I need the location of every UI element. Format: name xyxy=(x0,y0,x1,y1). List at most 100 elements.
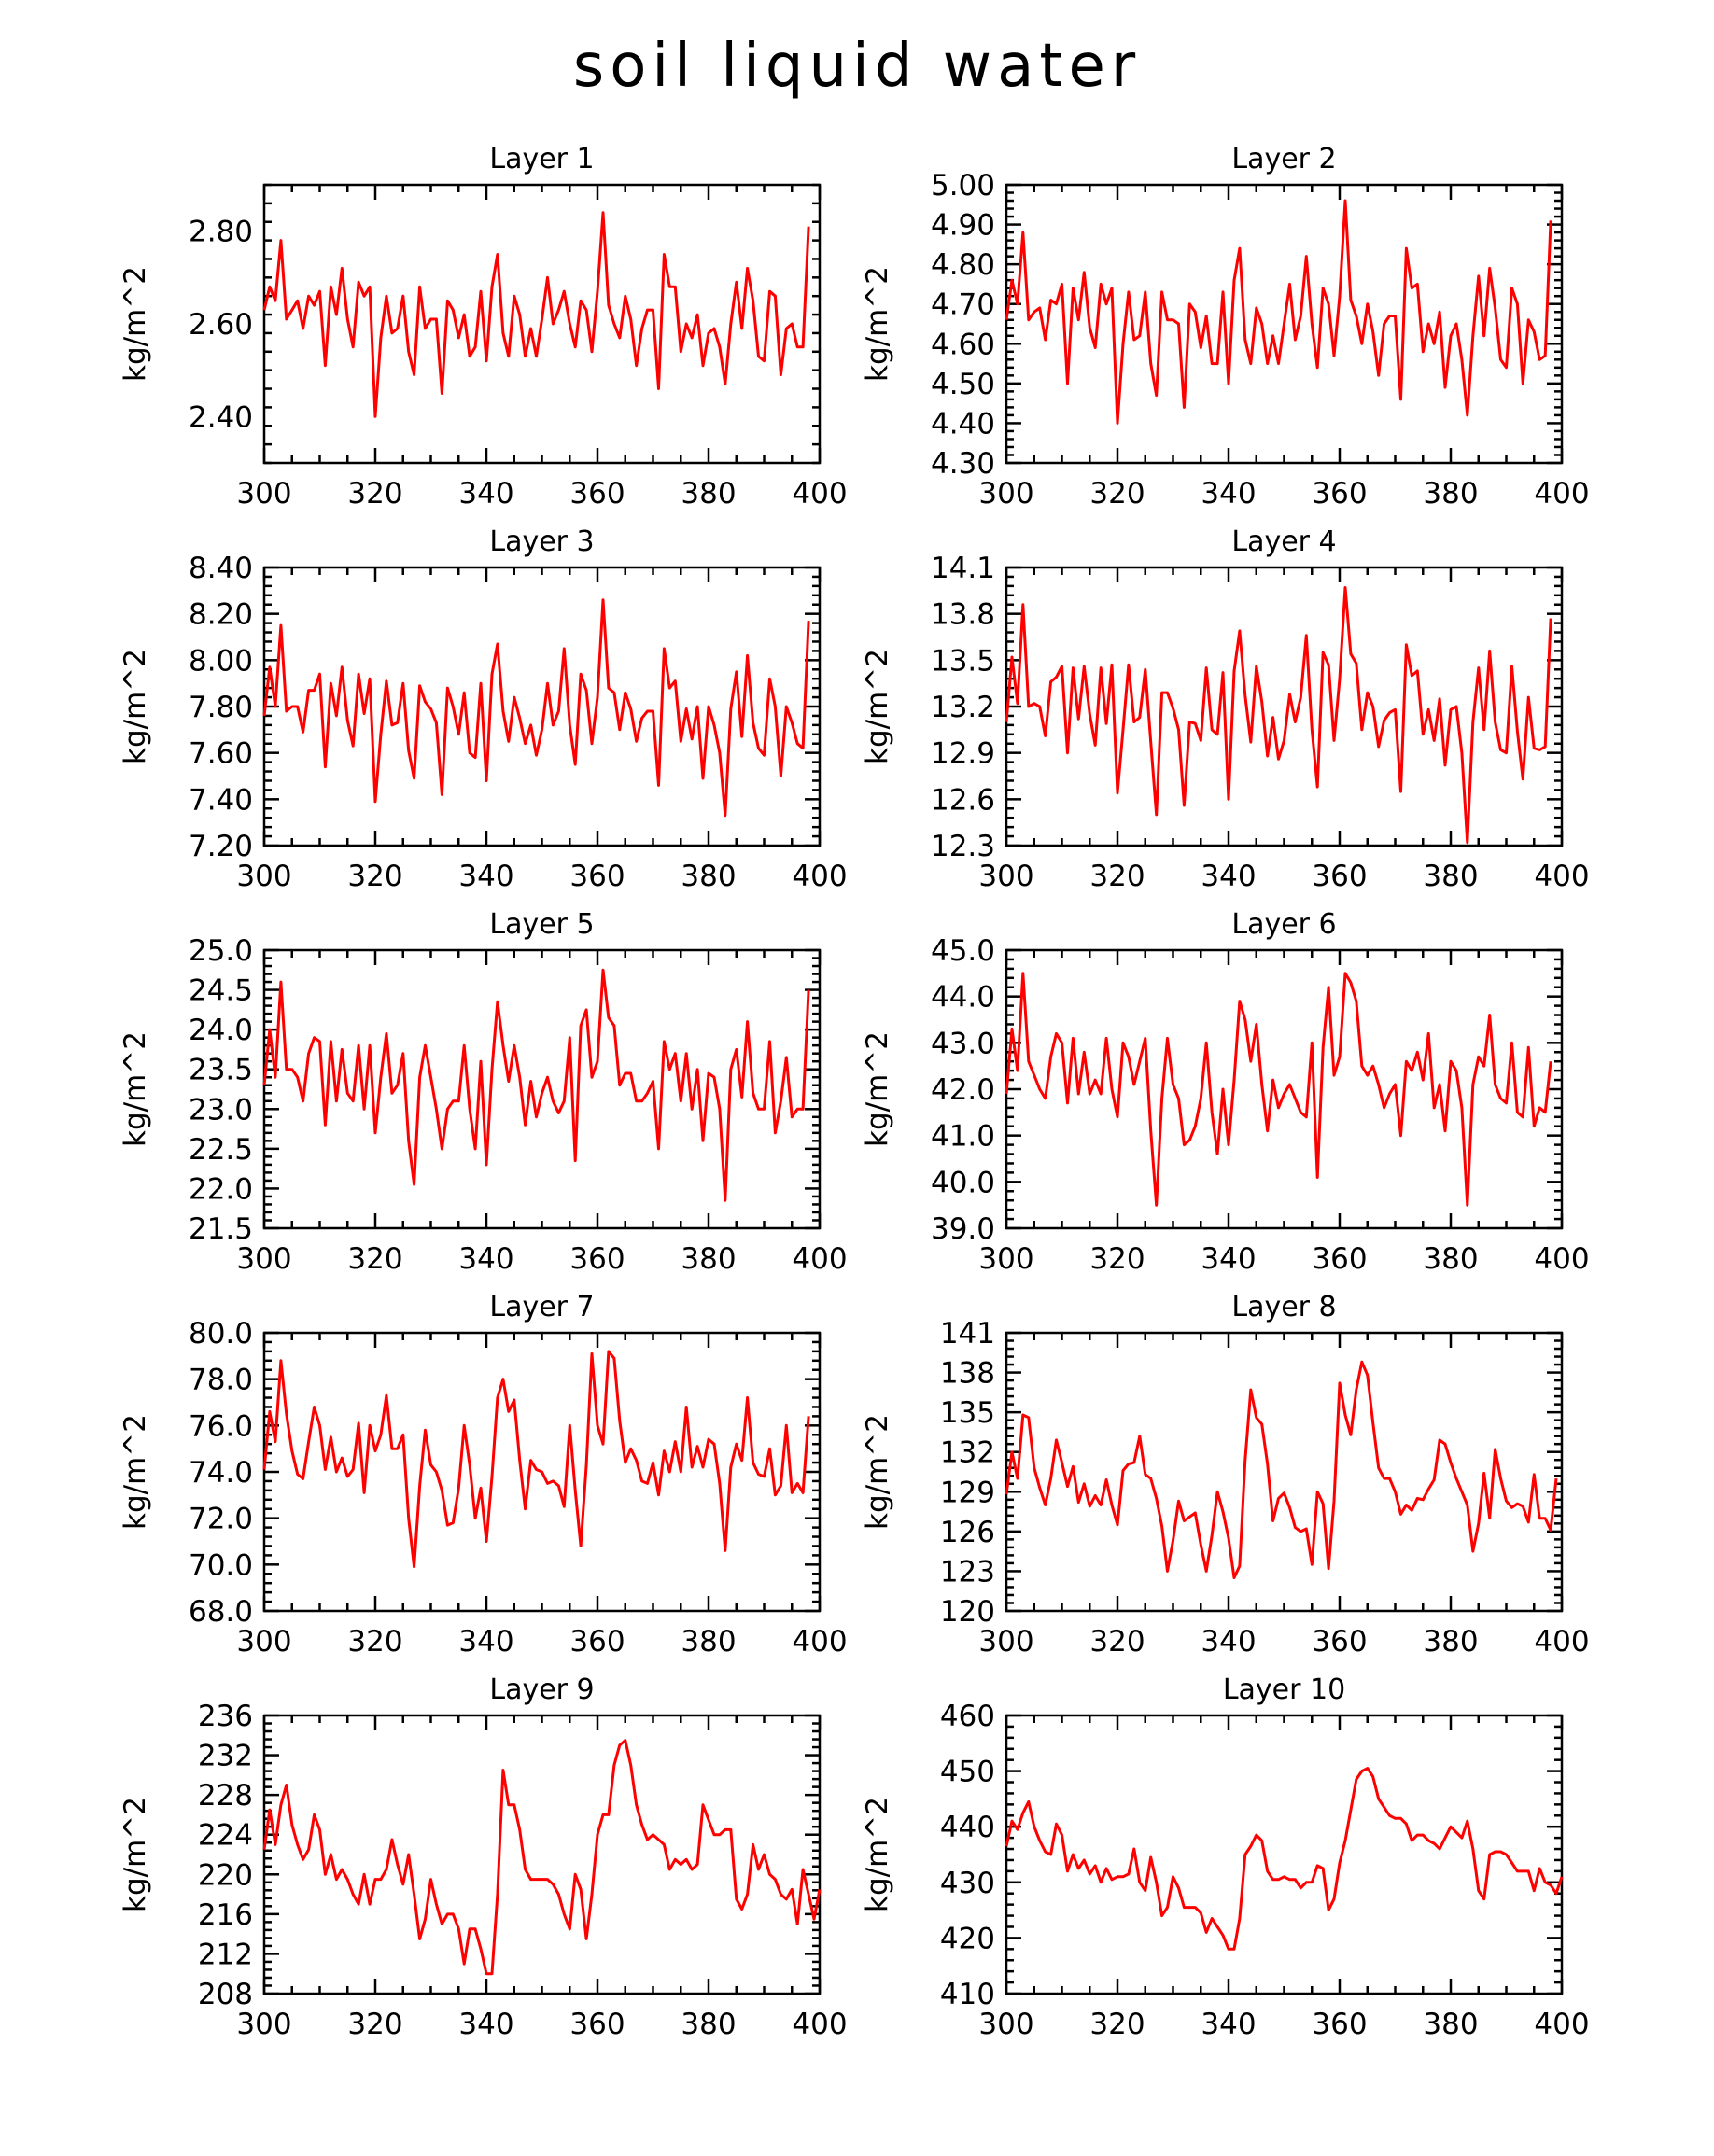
y-tick-label: 120 xyxy=(940,1595,995,1629)
y-tick-label: 212 xyxy=(198,1938,253,1971)
y-tick-label: 13.8 xyxy=(931,598,995,632)
x-tick-label: 360 xyxy=(569,2008,625,2041)
y-tick-label: 4.60 xyxy=(931,328,995,361)
y-tick-label: 410 xyxy=(940,1978,995,2011)
x-tick-label: 360 xyxy=(569,860,625,893)
y-tick-label: 23.0 xyxy=(189,1093,253,1127)
x-tick-label: 360 xyxy=(1312,1242,1367,1276)
x-tick-label: 300 xyxy=(236,477,291,511)
x-tick-label: 300 xyxy=(978,477,1033,511)
panel-title: Layer 4 xyxy=(1231,525,1336,558)
x-tick-label: 400 xyxy=(1534,860,1589,893)
y-tick-label: 7.80 xyxy=(189,691,253,724)
panel-title: Layer 6 xyxy=(1231,908,1336,941)
y-tick-label: 13.5 xyxy=(931,644,995,678)
y-tick-label: 7.20 xyxy=(189,830,253,863)
x-tick-label: 340 xyxy=(1201,860,1256,893)
y-tick-label: 216 xyxy=(198,1898,253,1932)
x-tick-label: 320 xyxy=(1089,860,1145,893)
x-tick-label: 300 xyxy=(978,1242,1033,1276)
chart-panel: Layer 5 300 320 340 360 380 400 21.5 22.0 22.5 23.… xyxy=(119,908,848,1276)
x-tick-label: 300 xyxy=(978,860,1033,893)
y-tick-label: 8.20 xyxy=(189,598,253,632)
y-tick-label: 76.0 xyxy=(189,1409,253,1443)
x-tick-label: 360 xyxy=(1312,860,1367,893)
x-tick-label: 400 xyxy=(1534,1625,1589,1659)
y-tick-label: 232 xyxy=(198,1740,253,1773)
panels: Layer 1 300 320 340 360 380 400 2.40 2.60 2.80 kg/… xyxy=(119,143,1590,2041)
series-line xyxy=(1005,1360,1558,1579)
y-tick-label: 40.0 xyxy=(931,1166,995,1199)
y-tick-label: 135 xyxy=(940,1396,995,1430)
x-tick-label: 380 xyxy=(1423,1625,1478,1659)
y-tick-label: 4.50 xyxy=(931,368,995,401)
x-tick-label: 300 xyxy=(236,860,291,893)
y-tick-label: 8.00 xyxy=(189,644,253,678)
chart-panel: Layer 8 300 320 340 360 380 400 120 123 126 129 132… xyxy=(861,1291,1590,1659)
chart-panel: Layer 10 300 320 340 360 380 400 410 420 430 440 45… xyxy=(861,1673,1590,2041)
series-line xyxy=(1005,972,1552,1207)
x-tick-label: 300 xyxy=(978,1625,1033,1659)
x-tick-label: 400 xyxy=(792,477,847,511)
y-tick-label: 12.6 xyxy=(931,783,995,817)
y-tick-label: 224 xyxy=(198,1819,253,1853)
y-tick-label: 430 xyxy=(940,1867,995,1900)
x-tick-label: 380 xyxy=(681,1242,736,1276)
x-tick-label: 400 xyxy=(1534,1242,1589,1276)
x-tick-label: 340 xyxy=(458,860,513,893)
series-line xyxy=(262,211,810,418)
x-tick-label: 360 xyxy=(569,1625,625,1659)
panel-title: Layer 3 xyxy=(489,525,594,558)
figure-title: soil liquid water xyxy=(573,32,1141,101)
x-tick-label: 400 xyxy=(792,1242,847,1276)
x-tick-label: 400 xyxy=(792,1625,847,1659)
x-tick-label: 400 xyxy=(792,860,847,893)
y-tick-label: 8.40 xyxy=(189,552,253,585)
panel-title: Layer 5 xyxy=(489,908,594,941)
y-axis-label: kg/m^2 xyxy=(861,266,894,382)
y-axis-label: kg/m^2 xyxy=(861,649,894,764)
panel-title: Layer 1 xyxy=(489,143,594,175)
panel-title: Layer 8 xyxy=(1231,1291,1336,1323)
y-tick-label: 24.5 xyxy=(189,974,253,1008)
x-tick-label: 340 xyxy=(1201,1242,1256,1276)
x-tick-label: 300 xyxy=(236,1625,291,1659)
x-tick-label: 400 xyxy=(1534,2008,1589,2041)
x-tick-label: 340 xyxy=(1201,477,1256,511)
series-line xyxy=(1005,586,1552,845)
y-tick-label: 7.60 xyxy=(189,737,253,771)
x-tick-label: 340 xyxy=(458,1242,513,1276)
y-tick-label: 220 xyxy=(198,1858,253,1892)
x-tick-label: 380 xyxy=(1423,477,1478,511)
y-tick-label: 21.5 xyxy=(189,1212,253,1246)
chart-panel: Layer 1 300 320 340 360 380 400 2.40 2.60 2.80 kg/… xyxy=(119,143,848,511)
x-tick-label: 300 xyxy=(236,1242,291,1276)
series-line xyxy=(262,1739,822,1976)
y-tick-label: 70.0 xyxy=(189,1548,253,1582)
x-tick-label: 380 xyxy=(1423,860,1478,893)
series-line xyxy=(262,598,810,818)
y-tick-label: 123 xyxy=(940,1555,995,1589)
y-tick-label: 4.90 xyxy=(931,209,995,243)
y-tick-label: 4.40 xyxy=(931,407,995,441)
y-tick-label: 14.1 xyxy=(931,552,995,585)
x-tick-label: 380 xyxy=(1423,2008,1478,2041)
y-tick-label: 440 xyxy=(940,1811,995,1844)
plot-frame xyxy=(262,566,822,847)
x-tick-label: 320 xyxy=(1089,1242,1145,1276)
y-tick-label: 25.0 xyxy=(189,934,253,968)
plot-frame xyxy=(1005,1714,1564,1995)
chart-panel: Layer 7 300 320 340 360 380 400 68.0 70.0 72.0 74.… xyxy=(119,1291,848,1659)
x-tick-label: 340 xyxy=(1201,1625,1256,1659)
x-tick-label: 320 xyxy=(347,477,402,511)
y-axis-label: kg/m^2 xyxy=(861,1414,894,1530)
y-tick-label: 2.40 xyxy=(189,400,253,434)
x-tick-label: 360 xyxy=(1312,1625,1367,1659)
x-tick-label: 320 xyxy=(1089,477,1145,511)
x-tick-label: 360 xyxy=(1312,2008,1367,2041)
series-line xyxy=(1005,1767,1564,1951)
chart-panel: Layer 3 300 320 340 360 380 400 7.20 7.40 7.60 7.8… xyxy=(119,525,848,893)
y-tick-label: 13.2 xyxy=(931,691,995,724)
x-tick-label: 320 xyxy=(1089,1625,1145,1659)
